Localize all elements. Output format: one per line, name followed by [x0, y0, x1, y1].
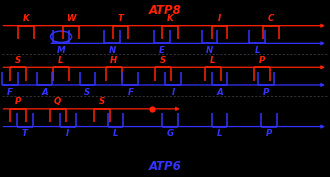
- Text: I: I: [218, 14, 221, 23]
- Text: F: F: [127, 88, 133, 97]
- Text: L: L: [210, 56, 215, 65]
- Text: S: S: [84, 88, 90, 97]
- Text: ATP6: ATP6: [148, 160, 182, 173]
- Text: L: L: [58, 56, 64, 65]
- Text: A: A: [41, 88, 48, 97]
- Text: K: K: [23, 14, 30, 23]
- Text: T: T: [22, 129, 28, 138]
- Text: P: P: [15, 97, 21, 106]
- Text: L: L: [255, 46, 260, 55]
- Text: P: P: [266, 129, 272, 138]
- Text: E: E: [159, 46, 165, 55]
- Text: I: I: [66, 129, 69, 138]
- Text: L: L: [113, 129, 118, 138]
- Text: F: F: [7, 88, 13, 97]
- Text: N: N: [206, 46, 213, 55]
- Text: C: C: [267, 14, 274, 23]
- Text: A: A: [216, 88, 223, 97]
- Text: Q: Q: [54, 97, 61, 106]
- Text: K: K: [167, 14, 173, 23]
- Text: S: S: [15, 56, 21, 65]
- Text: L: L: [217, 129, 222, 138]
- Text: I: I: [172, 88, 175, 97]
- Text: P: P: [262, 88, 269, 97]
- Text: H: H: [110, 56, 117, 65]
- Text: P: P: [259, 56, 266, 65]
- Text: S: S: [99, 97, 105, 106]
- Text: T: T: [117, 14, 123, 23]
- Text: ATP8: ATP8: [148, 4, 182, 17]
- Text: G: G: [166, 129, 174, 138]
- Text: W: W: [66, 14, 76, 23]
- Text: M: M: [57, 46, 65, 55]
- Text: S: S: [160, 56, 166, 65]
- Text: N: N: [109, 46, 116, 55]
